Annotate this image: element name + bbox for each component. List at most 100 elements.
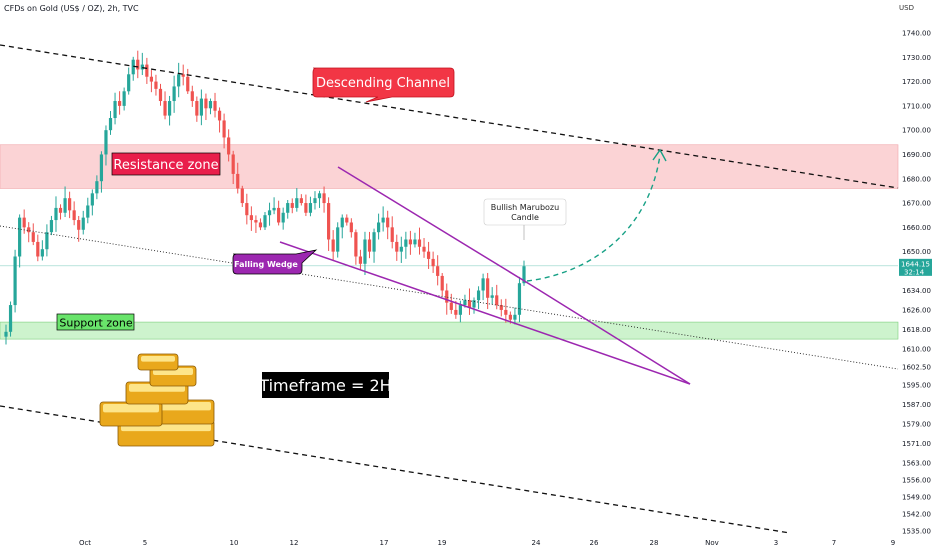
candle-body: [117, 101, 122, 106]
candle-body: [390, 227, 394, 242]
candle-body: [354, 232, 358, 257]
candle-body: [13, 256, 17, 306]
y-tick-label: 1680.00: [902, 175, 931, 183]
bullish-callout-box: [483, 198, 567, 226]
candle-body: [376, 222, 381, 233]
candle-body: [113, 101, 117, 119]
candle-body: [517, 283, 522, 315]
candle-body: [504, 309, 508, 315]
candle-body: [290, 203, 294, 208]
y-tick-label: 1660.00: [902, 224, 931, 232]
candle-body: [395, 241, 399, 252]
gold-bar-shine: [103, 404, 159, 413]
candle-body: [440, 275, 444, 291]
wedge-upper-extension: [530, 284, 691, 385]
candle-body: [358, 256, 363, 264]
candle-body: [63, 198, 67, 213]
candle-body: [181, 74, 185, 77]
y-tick-label: 1626.00: [902, 306, 931, 314]
candle-body: [522, 266, 526, 284]
candle-body: [399, 246, 403, 252]
candle-body: [45, 232, 49, 250]
gold-bars-icon: [99, 353, 215, 447]
candle-body: [8, 305, 13, 332]
x-tick-label: 5: [143, 539, 147, 547]
candle-body: [90, 193, 94, 206]
candle-body: [258, 222, 263, 228]
y-tick-label: 1700.00: [902, 127, 931, 135]
candle-body: [426, 251, 431, 259]
candle-body: [108, 118, 113, 131]
candle-body: [4, 331, 8, 337]
x-tick-label: 3: [774, 539, 778, 547]
candles-layer: [4, 50, 526, 345]
x-tick-label: 26: [590, 539, 599, 547]
channel-lower-line: [0, 405, 791, 534]
candle-body: [49, 220, 54, 233]
candle-body: [386, 217, 390, 228]
y-tick-label: 1595.00: [902, 382, 931, 390]
candle-body: [458, 305, 462, 315]
candle-body: [217, 110, 222, 121]
candle-body: [436, 266, 440, 276]
y-tick-label: 1542.00: [902, 510, 931, 518]
candle-body: [413, 239, 417, 245]
chart-title: CFDs on Gold (US$ / OZ), 2h, TVC: [4, 4, 139, 13]
y-tick-label: 1740.00: [902, 30, 931, 38]
candle-body: [208, 101, 213, 109]
x-tick-label: 7: [832, 539, 836, 547]
candle-body: [345, 217, 349, 223]
candle-body: [231, 154, 235, 174]
candle-body: [149, 76, 154, 82]
overlay-layer: Descending Channel Resistance zone Support…: [0, 44, 899, 534]
candle-body: [204, 98, 208, 109]
candle-body: [27, 227, 31, 233]
candle-body: [40, 249, 44, 257]
y-tick-label: 1690.00: [902, 151, 931, 159]
x-tick-label: 28: [650, 539, 659, 547]
candle-body: [513, 314, 517, 320]
candle-body: [277, 207, 281, 223]
candle-body: [167, 101, 172, 116]
candle-body: [481, 278, 485, 291]
y-tick-label: 1730.00: [902, 54, 931, 62]
candle-body: [417, 239, 422, 247]
candle-body: [249, 215, 253, 221]
candle-body: [72, 210, 76, 221]
candle-body: [190, 91, 194, 102]
candle-body: [408, 239, 413, 245]
y-tick-label: 1720.00: [902, 78, 931, 86]
candle-body: [77, 220, 81, 230]
candle-body: [367, 239, 372, 252]
y-tick-label: 1587.00: [902, 401, 931, 409]
candle-body: [336, 227, 340, 252]
y-tick-label: 1563.00: [902, 459, 931, 467]
resistance-zone-label-box: [111, 152, 221, 176]
candle-body: [445, 290, 449, 303]
candle-body: [331, 239, 335, 252]
y-tick-label: 1579.00: [902, 421, 931, 429]
candle-body: [363, 239, 367, 264]
x-tick-label: 24: [532, 539, 541, 547]
current-price-tag: [899, 258, 932, 276]
candle-body: [372, 232, 376, 252]
gold-bar-shine: [141, 356, 175, 362]
falling-wedge-label: Falling Wedge: [234, 260, 298, 269]
candle-body: [476, 290, 481, 301]
candle-body: [449, 302, 453, 310]
candle-body: [199, 98, 203, 116]
candle-body: [154, 81, 158, 89]
candle-body: [381, 217, 385, 223]
candle-body: [322, 193, 326, 204]
falling-wedge-callout: [232, 249, 318, 275]
candle-body: [177, 74, 181, 87]
candle-body: [263, 215, 267, 228]
candle-body: [349, 222, 353, 233]
candle-body: [99, 154, 104, 182]
candle-body: [467, 300, 472, 308]
x-tick-label: 17: [380, 539, 389, 547]
y-tick-label: 1549.00: [902, 493, 931, 501]
support-zone-label: Support zone: [59, 317, 132, 330]
candle-body: [272, 207, 276, 211]
y-tick-label: 1602.50: [902, 364, 931, 372]
